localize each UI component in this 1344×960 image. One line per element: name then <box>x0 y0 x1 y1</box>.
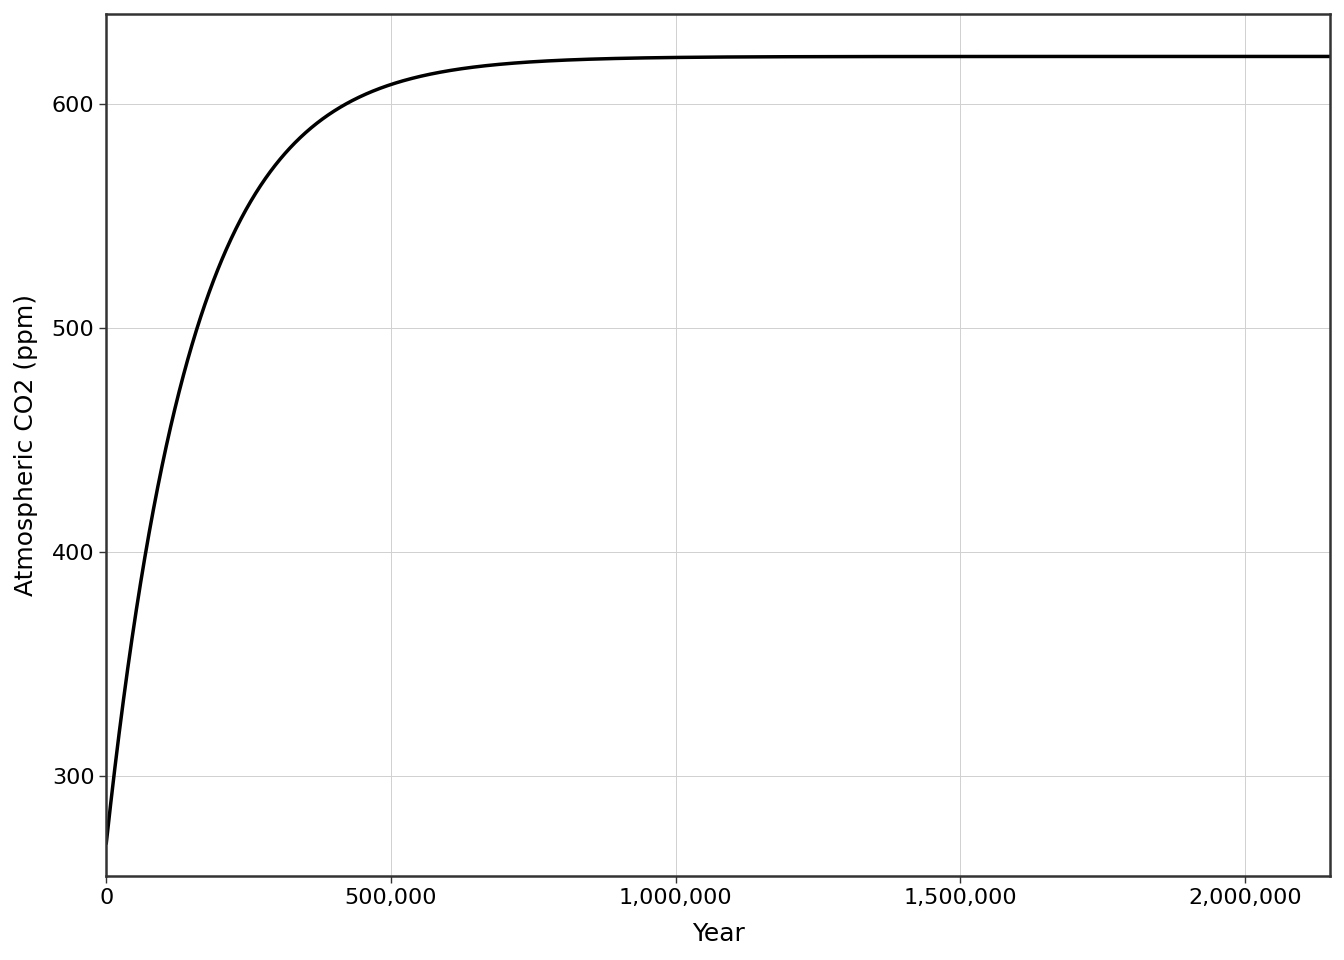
Y-axis label: Atmospheric CO2 (ppm): Atmospheric CO2 (ppm) <box>13 294 38 596</box>
X-axis label: Year: Year <box>692 923 745 947</box>
